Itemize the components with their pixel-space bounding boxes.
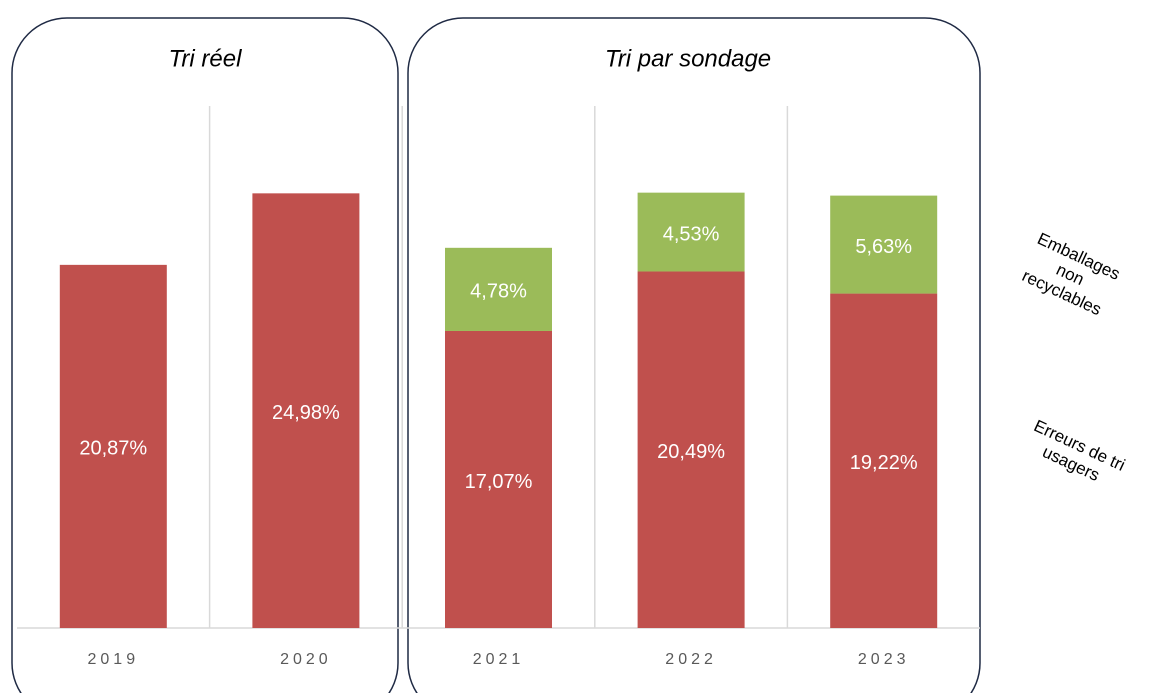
bar-segment bbox=[830, 195, 938, 294]
value-label: 4,78% bbox=[470, 281, 527, 303]
value-label: 20,87% bbox=[79, 438, 147, 460]
bar-segment bbox=[445, 330, 552, 628]
value-label: 24,98% bbox=[272, 402, 340, 424]
x-tick-label: 2019 bbox=[88, 651, 140, 668]
group-title: Tri par sondage bbox=[605, 45, 771, 72]
bar-segment bbox=[637, 192, 745, 272]
value-label: 20,49% bbox=[657, 441, 725, 463]
value-label: 17,07% bbox=[465, 471, 533, 493]
x-tick-label: 2022 bbox=[665, 651, 717, 668]
group-title: Tri réel bbox=[169, 45, 243, 72]
group-box bbox=[11, 17, 399, 693]
x-tick-label: 2021 bbox=[473, 651, 525, 668]
value-label: 5,63% bbox=[855, 236, 912, 258]
x-tick-label: 2020 bbox=[280, 651, 332, 668]
bar-segment bbox=[59, 264, 167, 628]
x-tick-label: 2023 bbox=[858, 651, 910, 668]
bar-segment bbox=[637, 271, 745, 628]
value-label: 19,22% bbox=[850, 452, 918, 474]
group-box bbox=[407, 17, 981, 693]
bar-segment bbox=[252, 193, 360, 628]
value-label: 4,53% bbox=[663, 223, 720, 245]
bar-segment bbox=[445, 247, 552, 331]
bar-segment bbox=[830, 293, 938, 628]
